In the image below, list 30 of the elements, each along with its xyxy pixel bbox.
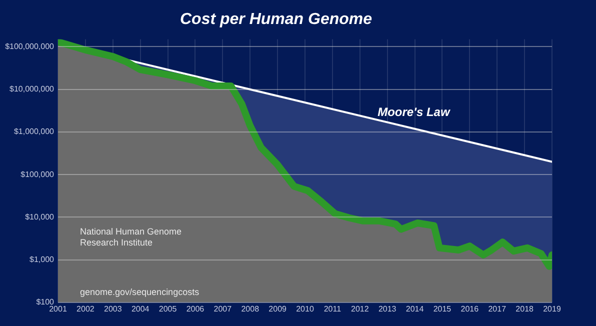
- x-tick-label: 2011: [324, 304, 342, 314]
- y-tick-label: $1,000: [30, 254, 55, 264]
- series-label: Moore's Law: [378, 104, 450, 119]
- x-tick-label: 2004: [131, 304, 150, 314]
- x-tick-label: 2006: [186, 304, 205, 314]
- y-tick-label: $100,000,000: [5, 42, 55, 51]
- x-tick-label: 2010: [296, 304, 314, 314]
- y-tick-label: $100: [36, 298, 55, 307]
- x-tick-label: 2005: [158, 304, 178, 314]
- x-tick-label: 2003: [104, 304, 122, 314]
- x-tick-label: 2002: [76, 304, 95, 314]
- x-tick-label: 2018: [516, 304, 534, 314]
- x-tick-label: 2007: [214, 304, 232, 314]
- x-tick-label: 2009: [268, 304, 288, 314]
- x-tick-label: 2019: [543, 304, 562, 314]
- y-tick-label: $10,000,000: [10, 84, 55, 94]
- chart-title: Cost per Human Genome: [180, 11, 372, 28]
- x-tick-label: 2015: [433, 304, 452, 314]
- annotation: genome.gov/sequencingcosts: [80, 287, 200, 298]
- x-tick-label: 2017: [488, 304, 507, 314]
- x-tick-label: 2008: [241, 304, 260, 314]
- x-tick-label: 2016: [460, 304, 480, 314]
- x-tick-label: 2001: [49, 304, 68, 314]
- x-tick-label: 2014: [406, 304, 424, 314]
- x-tick-label: 2013: [378, 304, 397, 314]
- y-tick-label: $10,000: [25, 212, 55, 222]
- y-tick-label: $100,000: [20, 170, 55, 179]
- x-tick-label: 2012: [350, 304, 370, 314]
- annotation: National Human Genome Research Institute: [80, 226, 182, 248]
- y-tick-label: $1,000,000: [14, 127, 55, 136]
